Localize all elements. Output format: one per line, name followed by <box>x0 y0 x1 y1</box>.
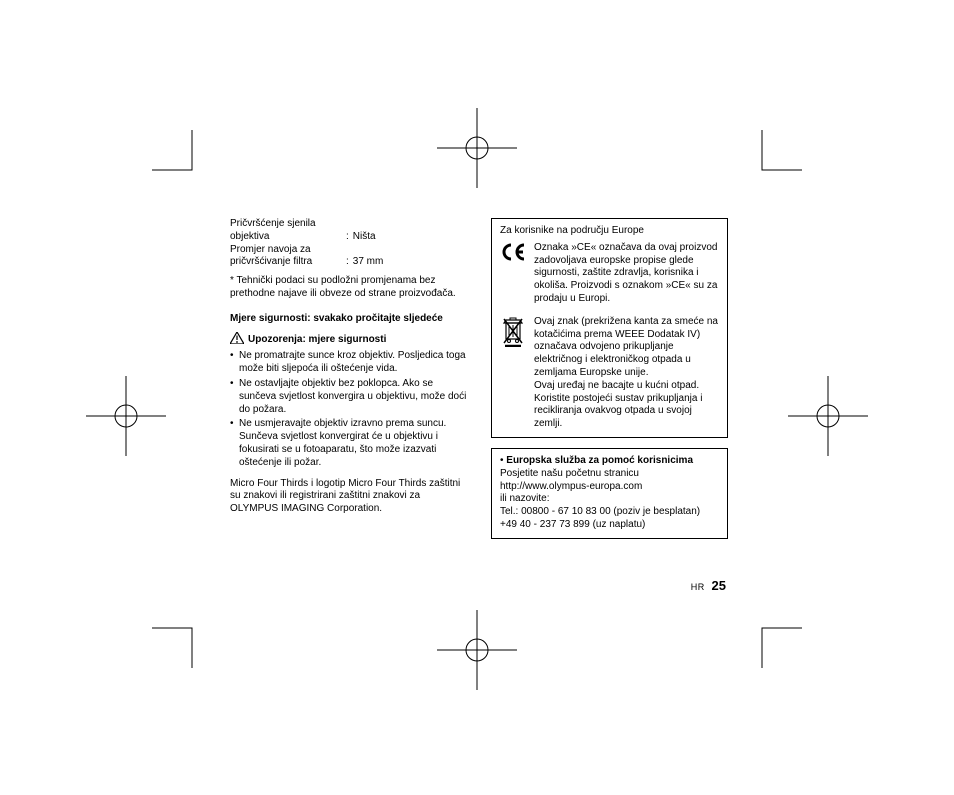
list-item: Ne promatrajte sunce kroz objektiv. Posl… <box>230 350 467 376</box>
crop-mark-icon <box>152 608 212 668</box>
spec-value: 37 mm <box>353 256 384 269</box>
trademark-text: Micro Four Thirds i logotip Micro Four T… <box>230 478 467 516</box>
spec-label: Pričvršćenje sjenila <box>230 218 316 229</box>
crop-mark-icon <box>152 130 212 190</box>
page-footer: HR 25 <box>0 578 954 593</box>
support-title: • Europska služba za pomoć korisnicima <box>500 455 719 468</box>
weee-text-2: Ovaj uređaj ne bacajte u kućni otpad. Ko… <box>534 380 719 431</box>
footer-page-number: 25 <box>712 578 726 593</box>
list-item: Ne ostavljajte objektiv bez poklopca. Ak… <box>230 378 467 416</box>
registration-mark-icon <box>788 376 868 456</box>
registration-mark-icon <box>437 108 517 188</box>
support-tel: +49 40 - 237 73 899 (uz naplatu) <box>500 519 719 532</box>
ce-mark-icon <box>500 242 526 306</box>
warning-heading: Upozorenja: mjere sigurnosti <box>230 332 467 349</box>
spec-label: Promjer navoja za <box>230 244 311 255</box>
content-area: Pričvršćenje sjenila objektiva : Ništa P… <box>230 218 728 549</box>
support-line: Posjetite našu početnu stranicu <box>500 468 719 481</box>
spec-label: pričvršćivanje filtra <box>230 256 342 269</box>
warning-label: Upozorenja: mjere sigurnosti <box>248 334 386 347</box>
crop-mark-icon <box>742 608 802 668</box>
spec-label: objektiva <box>230 231 342 244</box>
support-tel: Tel.: 00800 - 67 10 83 00 (poziv je besp… <box>500 506 719 519</box>
spec-value: Ništa <box>353 231 376 244</box>
europe-box: Za korisnike na području Europe Oznaka »… <box>491 218 728 438</box>
warning-triangle-icon <box>230 332 244 349</box>
safety-heading: Mjere sigurnosti: svakako pročitajte slj… <box>230 313 467 326</box>
spec-sep: : <box>342 231 353 244</box>
registration-mark-icon <box>437 610 517 690</box>
support-box: • Europska služba za pomoć korisnicima P… <box>491 448 728 539</box>
tech-note: * Tehnički podaci su podložni promjenama… <box>230 275 467 301</box>
weee-bin-icon <box>500 316 526 431</box>
right-column: Za korisnike na području Europe Oznaka »… <box>491 218 728 549</box>
spec-line: Promjer navoja za <box>230 244 467 257</box>
page: Pričvršćenje sjenila objektiva : Ništa P… <box>0 0 954 795</box>
weee-text-1: Ovaj znak (prekrižena kanta za smeće na … <box>534 316 719 380</box>
crop-mark-icon <box>742 130 802 190</box>
spec-sep: : <box>342 256 353 269</box>
left-column: Pričvršćenje sjenila objektiva : Ništa P… <box>230 218 467 549</box>
weee-text: Ovaj znak (prekrižena kanta za smeće na … <box>534 316 719 431</box>
support-line: ili nazovite: <box>500 493 719 506</box>
europe-title: Za korisnike na području Europe <box>500 225 719 238</box>
footer-lang: HR <box>691 582 705 592</box>
spec-line: Pričvršćenje sjenila <box>230 218 467 231</box>
ce-text: Oznaka »CE« označava da ovaj proizvod za… <box>534 242 719 306</box>
warning-list: Ne promatrajte sunce kroz objektiv. Posl… <box>230 350 467 469</box>
spec-line: objektiva : Ništa <box>230 231 467 244</box>
registration-mark-icon <box>86 376 166 456</box>
support-url: http://www.olympus-europa.com <box>500 481 719 494</box>
spec-line: pričvršćivanje filtra : 37 mm <box>230 256 467 269</box>
list-item: Ne usmjeravajte objektiv izravno prema s… <box>230 418 467 469</box>
